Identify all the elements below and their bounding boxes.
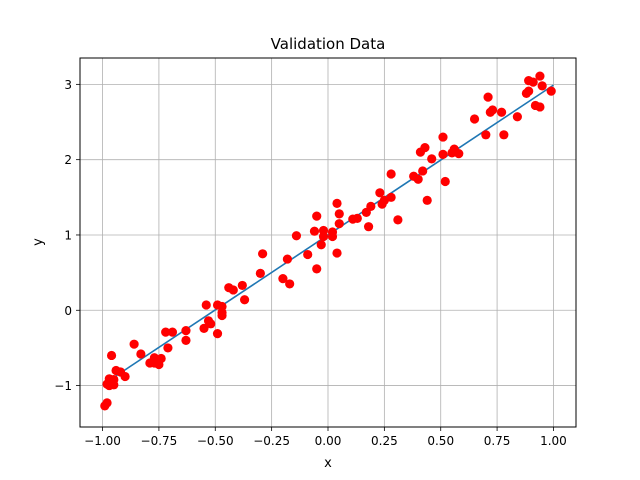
x-tick-label: 0.50 <box>427 434 454 448</box>
data-point <box>535 71 545 81</box>
x-tick-label: 0.75 <box>484 434 511 448</box>
data-point <box>312 264 322 274</box>
data-point <box>239 295 250 305</box>
data-point <box>163 343 173 353</box>
x-tick-label: 1.00 <box>540 434 567 448</box>
data-point <box>149 353 159 363</box>
data-point <box>312 211 322 221</box>
data-point <box>528 77 538 87</box>
data-point <box>156 353 166 364</box>
data-point <box>413 174 423 184</box>
data-point <box>363 222 374 232</box>
data-point <box>316 240 326 250</box>
data-point <box>546 86 556 96</box>
data-point <box>181 335 191 345</box>
data-point <box>366 201 376 211</box>
data-point <box>309 226 320 236</box>
data-point <box>483 92 493 102</box>
x-tick-label: −0.75 <box>141 434 178 448</box>
data-point <box>418 166 428 176</box>
data-point <box>282 254 293 264</box>
data-point <box>535 102 545 112</box>
y-axis-label: y <box>31 238 46 246</box>
scatter-points <box>100 71 556 411</box>
data-point <box>481 130 491 140</box>
data-point <box>106 350 117 361</box>
data-point <box>497 107 507 117</box>
data-point <box>420 143 430 153</box>
data-point <box>181 326 191 336</box>
chart-title: Validation Data <box>271 35 386 53</box>
y-tick-label: −1 <box>54 379 72 393</box>
y-tick-label: 2 <box>64 153 72 167</box>
data-point <box>255 268 265 278</box>
x-tick-label: 0.25 <box>371 434 398 448</box>
data-point <box>393 215 403 225</box>
grid-lines <box>80 58 576 427</box>
x-tick-label: −0.25 <box>253 434 290 448</box>
data-point <box>136 349 146 359</box>
y-axis-ticks: −1 0 1 2 3 <box>54 78 80 393</box>
data-point <box>206 319 216 329</box>
data-point <box>285 279 295 289</box>
data-point <box>303 249 313 260</box>
data-point <box>334 219 344 229</box>
data-point <box>199 323 209 333</box>
x-axis-label: x <box>324 456 332 471</box>
data-point <box>487 105 498 115</box>
fit-line-layer <box>102 84 554 386</box>
data-point <box>217 301 227 312</box>
data-point <box>499 130 509 140</box>
data-point <box>386 192 396 202</box>
x-tick-label: −0.50 <box>197 434 234 448</box>
data-point <box>386 169 396 179</box>
data-point <box>120 371 130 382</box>
data-point <box>537 81 547 91</box>
data-point <box>318 231 329 242</box>
data-point <box>327 231 338 242</box>
data-point <box>440 176 450 187</box>
data-point <box>201 300 211 310</box>
fit-line <box>102 84 554 386</box>
data-point <box>512 112 522 122</box>
data-point <box>524 86 534 96</box>
data-point <box>237 280 247 291</box>
data-point <box>334 209 344 219</box>
y-tick-label: 1 <box>64 228 72 242</box>
x-tick-label: 0.00 <box>315 434 342 448</box>
data-point <box>291 231 302 241</box>
x-axis-ticks: −1.00 −0.75 −0.50 −0.25 0.00 0.25 0.50 0.75 1.00 <box>84 427 567 448</box>
y-tick-label: 3 <box>64 78 72 92</box>
data-point <box>278 274 288 284</box>
data-point <box>212 329 223 339</box>
data-point <box>438 132 448 142</box>
data-point <box>332 198 342 208</box>
data-point <box>228 285 238 295</box>
y-tick-label: 0 <box>64 304 72 318</box>
data-point <box>422 195 432 205</box>
data-point <box>258 249 268 259</box>
data-point <box>129 339 139 349</box>
data-point <box>109 380 119 390</box>
data-point <box>454 149 464 159</box>
data-point <box>102 398 112 408</box>
data-point <box>352 213 362 224</box>
data-point <box>332 248 342 258</box>
data-point <box>427 154 437 164</box>
data-point <box>438 149 448 159</box>
data-point <box>167 327 178 337</box>
data-point <box>161 327 171 337</box>
data-point <box>469 114 480 124</box>
data-point <box>375 188 385 198</box>
x-tick-label: −1.00 <box>84 434 121 448</box>
